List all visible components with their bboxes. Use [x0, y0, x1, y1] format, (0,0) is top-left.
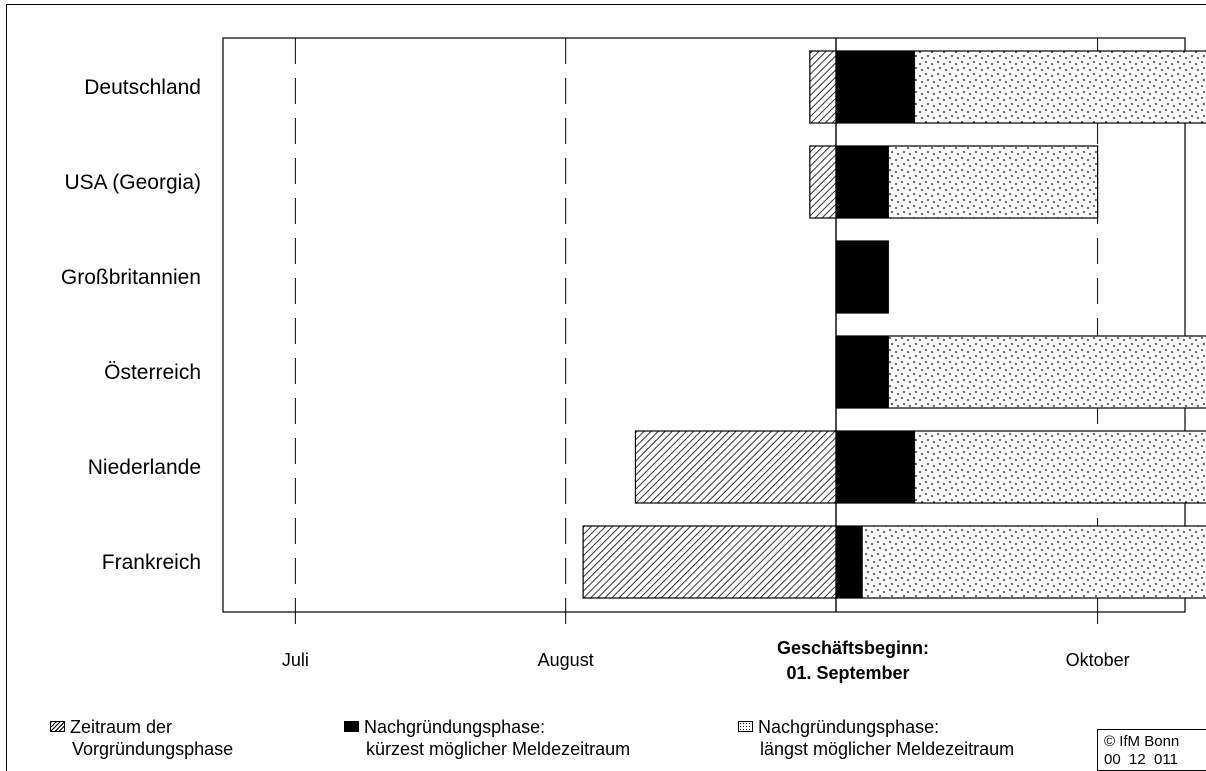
bar-segment-solid: [835, 240, 889, 314]
bar-segment-hatch: [809, 145, 837, 219]
copyright-box: © IfM Bonn 00 12 011: [1097, 729, 1206, 771]
legend-item-kuerzest: Nachgründungsphase: kürzest möglicher Mel…: [344, 716, 630, 760]
legend-item-vorgruendung: Zeitraum der Vorgründungsphase: [50, 716, 233, 760]
legend-item-laengst: Nachgründungsphase: längst möglicher Meld…: [738, 716, 1014, 760]
copyright-line1: © IfM Bonn: [1104, 733, 1180, 750]
bar-segment-solid: [835, 145, 889, 219]
legend-label-vorgruendung: Zeitraum der Vorgründungsphase: [70, 717, 234, 759]
reference-label-line2: 01. September: [786, 663, 909, 683]
chart-frame: [6, 4, 1206, 771]
bar-segment-hatch: [809, 50, 837, 124]
bar-segment-solid: [835, 430, 916, 504]
hatch-swatch-icon: [50, 721, 65, 732]
bar-segment-dots: [861, 525, 1206, 599]
category-label: USA (Georgia): [64, 171, 201, 194]
bar-segment-solid: [835, 50, 916, 124]
copyright-line2: 00 12 011: [1104, 751, 1178, 768]
category-label: Deutschland: [84, 76, 201, 99]
x-tick-label: August: [538, 650, 594, 670]
bar-segment-dots: [913, 430, 1206, 504]
dotted-swatch-icon: [738, 721, 753, 732]
x-tick-label: Oktober: [1066, 650, 1130, 670]
category-label: Österreich: [104, 361, 201, 384]
bar-segment-solid: [835, 525, 863, 599]
legend-label-kuerzest: Nachgründungsphase: kürzest möglicher Mel…: [364, 717, 631, 759]
x-tick-label: Juli: [282, 650, 309, 670]
solid-swatch-icon: [344, 721, 359, 732]
plot-area: [222, 37, 1186, 613]
bar-segment-solid: [835, 335, 889, 409]
category-label: Niederlande: [88, 456, 201, 479]
category-label: Großbritannien: [61, 266, 201, 289]
bar-segment-hatch: [634, 430, 837, 504]
legend-label-laengst: Nachgründungsphase: längst möglicher Meld…: [758, 717, 1015, 759]
reference-label-line1: Geschäftsbeginn:: [777, 638, 929, 658]
bar-segment-dots: [913, 50, 1206, 124]
bar-segment-dots: [887, 145, 1099, 219]
bar-segment-hatch: [582, 525, 837, 599]
bar-segment-dots: [887, 335, 1206, 409]
category-label: Frankreich: [102, 551, 201, 574]
